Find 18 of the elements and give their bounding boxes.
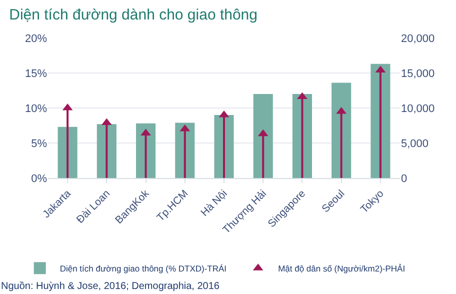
bar xyxy=(332,82,352,178)
legend-label: Mật độ dân số (Người/km2)-PHẢI xyxy=(278,263,406,274)
y2-tick-label: 10,000 xyxy=(401,102,435,115)
y-tick-label: 20% xyxy=(24,32,48,45)
y-tick-label: 15% xyxy=(24,68,48,80)
point xyxy=(297,92,308,100)
bar xyxy=(253,94,273,178)
chart-title: Diện tích đường dành cho giao thông xyxy=(9,6,258,24)
y-tick-label: 10% xyxy=(24,102,48,115)
y2-tick-label: 0 xyxy=(401,172,408,185)
y2-tick-label: 20,000 xyxy=(401,32,435,45)
y2-tick-label: 5,000 xyxy=(401,138,429,150)
y-tick-label: 0% xyxy=(31,172,48,185)
y2-tick-label: 15,000 xyxy=(401,68,435,80)
x-tick-label: Hà Nội xyxy=(198,188,230,219)
y-tick-label: 5% xyxy=(31,138,48,150)
legend-label: Diện tích đường giao thông (% DTXD)-TRÁI xyxy=(60,263,227,274)
text: Nguồn: Huỳnh & Jose, 2016; Demographia, 2016 xyxy=(1,281,220,292)
